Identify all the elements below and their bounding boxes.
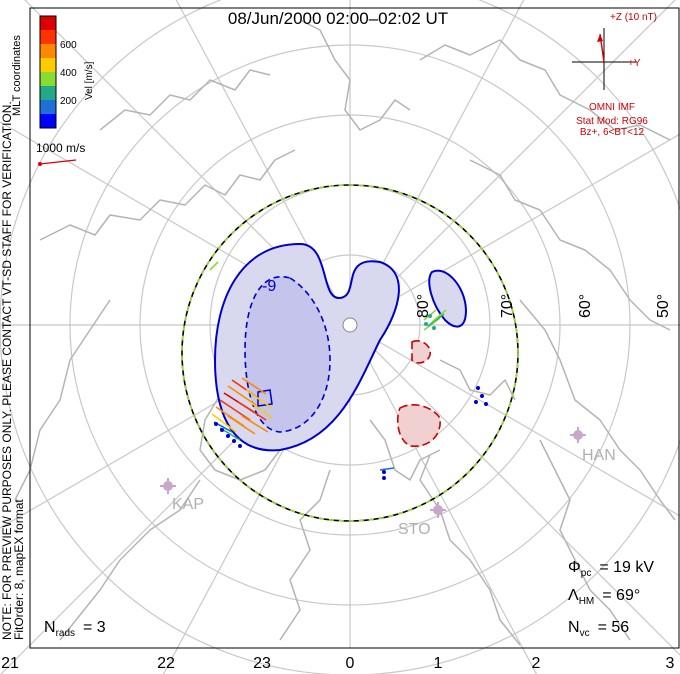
colorbar-label: Vel [m/s] xyxy=(84,61,95,100)
negative-cell-top xyxy=(411,340,431,364)
preview-note: NOTE: FOR PREVIEW PURPOSES ONLY. PLEASE … xyxy=(0,101,14,640)
mlt-tick-23: 23 xyxy=(253,655,271,672)
station-han-icon xyxy=(570,427,586,443)
colorbar-tick-400: 400 xyxy=(60,68,77,79)
mlt-tick-22: 22 xyxy=(157,655,175,672)
positive-cell-inner xyxy=(244,275,331,433)
phi-pc-stat: Φpc = 19 kV xyxy=(568,559,654,579)
map-frame xyxy=(29,7,680,649)
velocity-colorbar: 600 400 200 Vel [m/s] xyxy=(39,15,95,129)
fit-order-label: FitOrder: 8, mapEX format xyxy=(12,499,26,640)
positive-cell-core xyxy=(257,389,273,407)
stat-model-label: Stat Mod: RG96 xyxy=(576,116,648,127)
station-labels: KAP STO HAN xyxy=(172,447,616,538)
mlt-tick-1: 1 xyxy=(434,655,443,672)
station-label-sto: STO xyxy=(398,521,431,538)
svg-text:+Z (10 nT): +Z (10 nT) xyxy=(610,12,657,23)
pole-marker xyxy=(342,317,358,333)
negative-cell-bottom xyxy=(396,404,441,447)
positive-cell-small xyxy=(428,269,468,328)
lat-label-60: 60° xyxy=(577,294,594,318)
nrads-stat: Nrads = 3 xyxy=(44,619,106,639)
lat-label-50: 50° xyxy=(655,294,672,318)
lat-label-70: 70° xyxy=(499,294,516,318)
potential-contours xyxy=(213,242,468,452)
station-kap-icon xyxy=(160,478,176,494)
mlt-tick-3: 3 xyxy=(666,655,675,672)
svg-text:+Y: +Y xyxy=(628,58,641,69)
svg-text:1000 m/s: 1000 m/s xyxy=(36,141,85,155)
mlt-axis: 21 22 23 0 1 2 3 xyxy=(1,655,674,672)
velocity-vector-dots xyxy=(214,314,488,480)
imf-conditions: Bz+, 6<BT<12 xyxy=(580,127,645,138)
scale-vector: 1000 m/s xyxy=(36,141,85,166)
mlt-tick-0: 0 xyxy=(346,655,355,672)
map-statistics: Φpc = 19 kV ΛHM = 69° Nvc = 56 Nrads = 3 xyxy=(44,559,654,639)
colorbar-tick-600: 600 xyxy=(60,40,77,51)
coordinates-label: MLT coordinates xyxy=(11,35,23,116)
mlt-tick-21: 21 xyxy=(1,655,19,672)
lat-label-80: 80° xyxy=(415,294,432,318)
station-label-kap: KAP xyxy=(172,496,204,513)
colorbar-tick-200: 200 xyxy=(60,96,77,107)
latitude-labels: 80° 70° 60° 50° xyxy=(415,294,672,318)
station-markers xyxy=(160,427,586,518)
mlt-tick-2: 2 xyxy=(532,655,541,672)
lambda-hm-stat: ΛHM = 69° xyxy=(568,587,640,607)
station-sto-icon xyxy=(430,502,446,518)
velocity-vectors xyxy=(209,261,447,471)
contour-value-label: -9 xyxy=(262,278,276,295)
imf-clock: +Z (10 nT) +Y OMNI IMF Stat Mod: RG96 Bz… xyxy=(572,12,657,138)
hm-boundary-dash xyxy=(181,184,519,522)
imf-source: OMNI IMF xyxy=(589,102,635,113)
coastlines xyxy=(14,19,676,646)
station-label-han: HAN xyxy=(582,447,616,464)
nvc-stat: Nvc = 56 xyxy=(568,619,629,639)
map-title: 08/Jun/2000 02:00–02:02 UT xyxy=(228,9,448,28)
